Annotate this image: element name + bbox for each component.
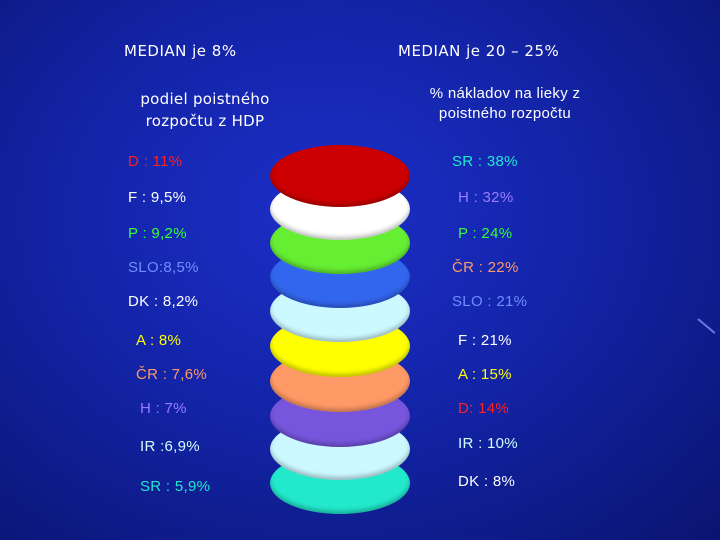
right-subtitle-line2: poistného rozpočtu <box>438 105 572 122</box>
red-disc <box>270 145 410 207</box>
right-item-label: H : 32% <box>458 189 514 206</box>
right-subtitle-line1: % nákladov na lieky z <box>429 85 581 102</box>
left-subtitle-line2: rozpočtu z HDP <box>145 112 265 130</box>
right-item-label: SR : 38% <box>452 153 518 170</box>
right-item-label: IR : 10% <box>458 435 518 452</box>
left-item-label: D : 11% <box>128 153 183 170</box>
right-item-label: P : 24% <box>458 225 513 242</box>
left-item-label: F : 9,5% <box>128 189 187 206</box>
right-subtitle: % nákladov na lieky z poistného rozpočtu <box>395 84 615 124</box>
right-item-label: A : 15% <box>458 366 512 383</box>
right-heading: MEDIAN je 20 – 25% <box>398 42 560 60</box>
right-item-label: D: 14% <box>458 400 509 417</box>
left-item-label: SLO:8,5% <box>128 259 199 276</box>
left-item-label: A : 8% <box>136 332 182 349</box>
left-item-label: IR :6,9% <box>140 438 200 455</box>
left-heading: MEDIAN je 8% <box>124 42 237 60</box>
left-item-label: H : 7% <box>140 400 187 417</box>
left-item-label: DK : 8,2% <box>128 293 199 310</box>
left-item-label: SR : 5,9% <box>140 478 211 495</box>
left-subtitle: podiel poistného rozpočtu z HDP <box>110 88 300 132</box>
right-item-label: ČR : 22% <box>452 259 519 276</box>
right-item-label: SLO : 21% <box>452 293 528 310</box>
right-item-label: DK : 8% <box>458 473 516 490</box>
right-item-label: F : 21% <box>458 332 512 349</box>
left-subtitle-line1: podiel poistného <box>140 90 270 108</box>
left-item-label: ČR : 7,6% <box>136 366 208 383</box>
left-item-label: P : 9,2% <box>128 225 187 242</box>
